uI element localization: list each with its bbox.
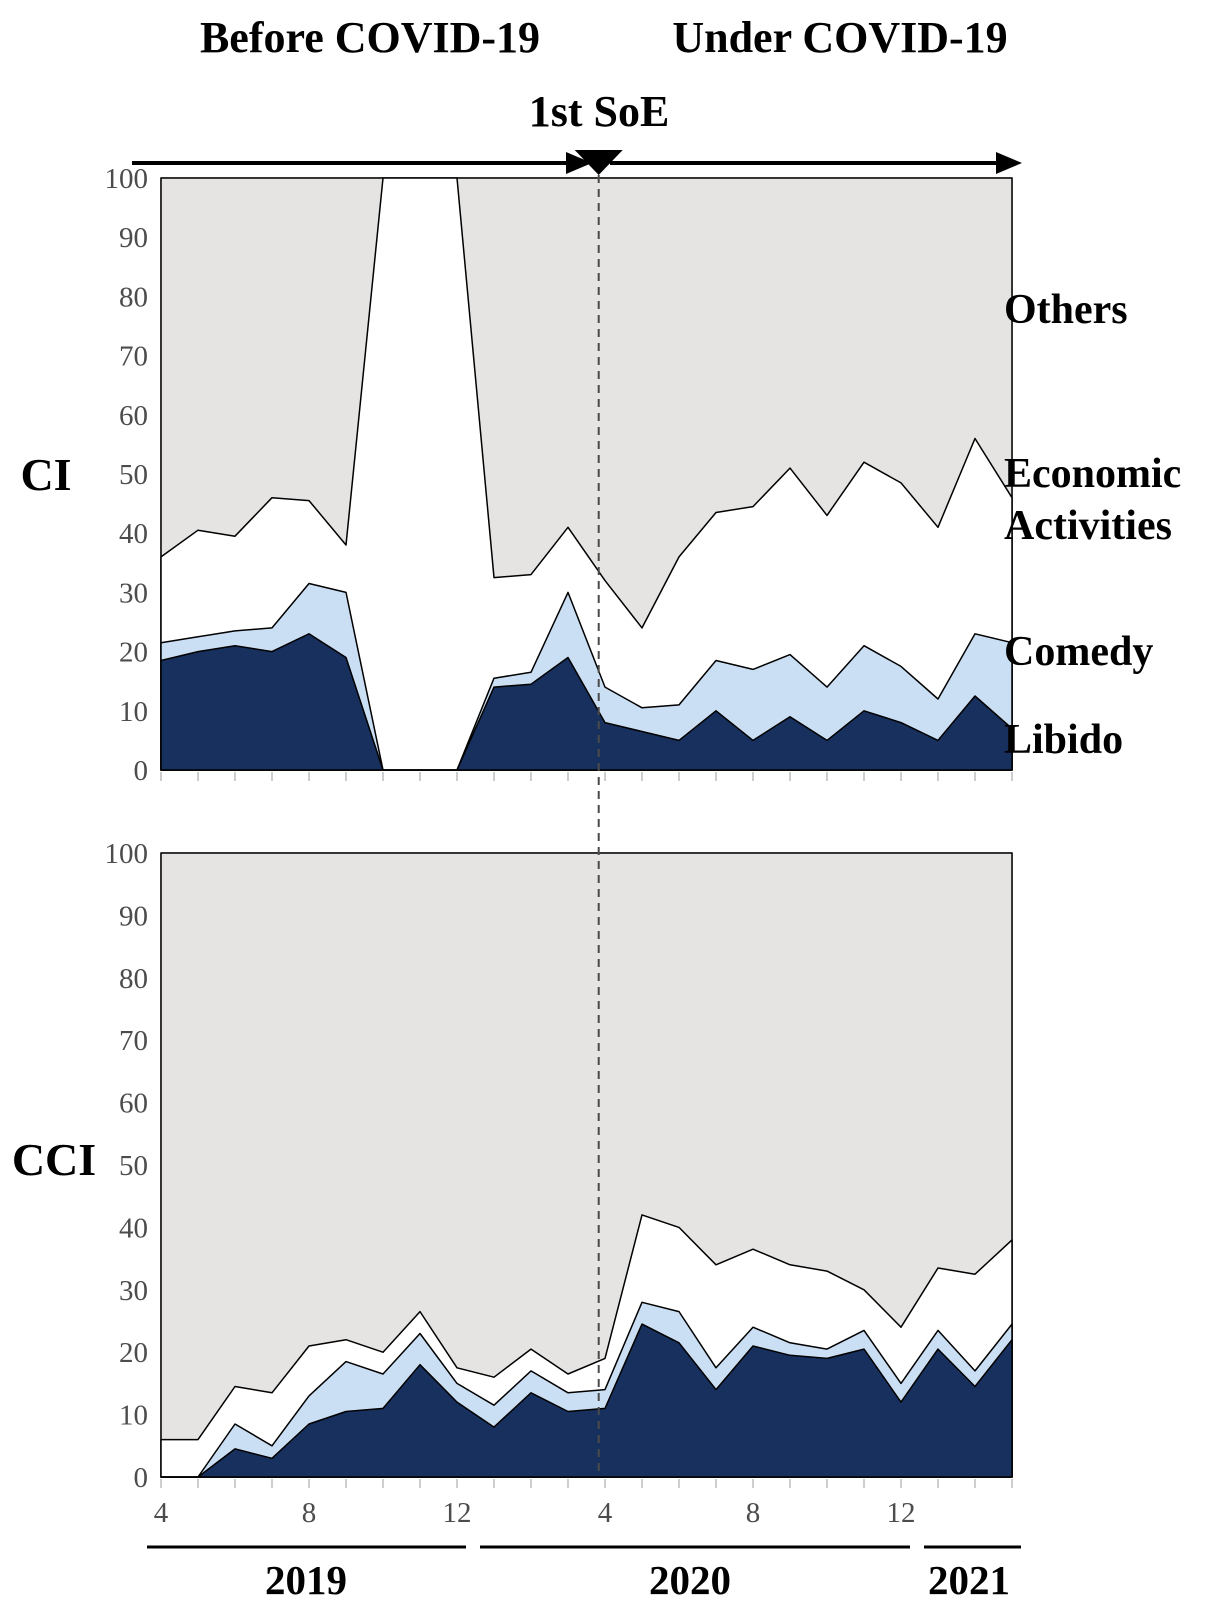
x-tick-label: 4 [154, 1497, 169, 1529]
x-tick-label: 8 [746, 1497, 761, 1529]
ci-chart: 0 10 20 30 40 50 60 70 80 90 100 [105, 163, 1013, 787]
before-covid-arrow-icon [132, 152, 592, 174]
x-tick-label: 12 [443, 1497, 472, 1529]
x-tick-label: 12 [887, 1497, 916, 1529]
header-under-covid-label: Under COVID-19 [672, 13, 1008, 62]
y-tick-label: 90 [119, 900, 148, 932]
y-tick-label: 100 [105, 838, 149, 870]
month-ticks [160, 1479, 1013, 1488]
y-tick-label: 40 [119, 1212, 148, 1244]
y-tick-label: 20 [119, 1337, 148, 1369]
ci-axis-title: CI [20, 449, 72, 500]
legend-economic-line2: Activities [1004, 503, 1172, 549]
y-tick-label: 70 [119, 341, 148, 373]
soe-triangle-marker-icon [574, 150, 623, 175]
y-tick-label: 60 [119, 400, 148, 432]
legend-economic-label: Economic Activities [1004, 448, 1181, 552]
y-tick-label: 90 [119, 222, 148, 254]
y-tick-label: 30 [119, 577, 148, 609]
header-before-covid-label: Before COVID-19 [199, 13, 541, 62]
y-tick-label: 80 [119, 963, 148, 995]
cci-axis-title: CCI [11, 1134, 97, 1185]
y-tick-label: 70 [119, 1025, 148, 1057]
soe-annotation-label: 1st SoE [528, 87, 670, 136]
legend-others-label: Others [1004, 287, 1128, 333]
y-tick-label: 50 [119, 1150, 148, 1182]
legend-comedy-label: Comedy [1004, 629, 1154, 675]
area-economic-activities [160, 177, 1013, 771]
x-tick-label: 8 [302, 1497, 317, 1529]
y-tick-label: 20 [119, 637, 148, 669]
y-tick-label: 0 [134, 1462, 149, 1494]
month-ticks [160, 772, 1013, 781]
y-tick-label: 0 [134, 755, 149, 787]
y-tick-label: 60 [119, 1088, 148, 1120]
area-libido [160, 633, 1013, 771]
under-covid-arrow-icon [610, 152, 1022, 174]
y-axis-labels: 0 10 20 30 40 50 60 70 80 90 100 [105, 163, 149, 787]
soe-annotation [574, 150, 623, 1477]
y-tick-label: 10 [119, 1400, 148, 1432]
y-axis-labels: 0 10 20 30 40 50 60 70 80 90 100 [105, 838, 149, 1494]
x-tick-label: 4 [598, 1497, 613, 1529]
legend-libido-label: Libido [1004, 717, 1124, 763]
x-axis-labels: 4 8 12 4 8 12 [154, 1497, 916, 1529]
y-tick-label: 10 [119, 696, 148, 728]
y-tick-label: 40 [119, 518, 148, 550]
y-tick-label: 80 [119, 281, 148, 313]
y-tick-label: 50 [119, 459, 148, 491]
legend-economic-line1: Economic [1004, 451, 1182, 497]
year-2019-label: 2019 [265, 1557, 347, 1603]
y-tick-label: 100 [105, 163, 149, 195]
area-libido [160, 1323, 1013, 1478]
year-2020-label: 2020 [649, 1557, 731, 1603]
cci-chart: 0 10 20 30 40 50 60 70 80 90 100 4 8 12 4 8 12 [105, 838, 1021, 1549]
year-2021-label: 2021 [928, 1557, 1010, 1603]
y-tick-label: 30 [119, 1275, 148, 1307]
